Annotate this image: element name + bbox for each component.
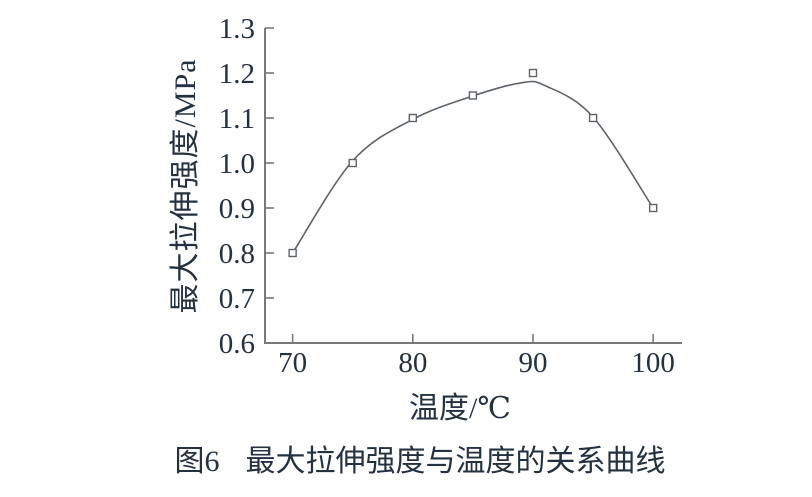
data-points	[288, 68, 658, 258]
data-point-marker	[288, 248, 297, 258]
data-point-marker	[468, 91, 478, 100]
data-point-marker	[348, 158, 357, 168]
axes	[264, 28, 682, 344]
tick-labels: 0.6 0.7 0.8 0.9 1.0 1.1 1.2 1.3 70 80 90 100	[219, 13, 675, 379]
y-tick-label: 0.6	[219, 328, 255, 360]
y-tick-label: 1.3	[219, 13, 255, 45]
y-tick-label: 0.9	[219, 193, 255, 225]
figure-caption-title: 最大拉伸强度与温度的关系曲线	[245, 445, 666, 478]
y-tick-label: 1.2	[219, 58, 255, 90]
curve-path	[291, 80, 654, 254]
data-point-marker	[588, 113, 598, 123]
x-tick-label: 80	[398, 347, 427, 379]
y-tick-label: 1.1	[219, 103, 255, 135]
y-tick-label: 1.0	[219, 148, 255, 180]
y-axis-title: 最大拉伸强度/MPa	[169, 58, 202, 314]
y-tick-label: 0.8	[219, 238, 255, 270]
x-axis-title: 温度/℃	[409, 392, 511, 425]
y-tick-label: 0.7	[219, 283, 255, 315]
data-point-marker	[408, 113, 418, 123]
x-tick-label: 90	[518, 347, 547, 379]
data-point-marker	[648, 203, 658, 213]
fitted-curve	[291, 80, 654, 254]
x-tick-label: 100	[631, 347, 675, 379]
figure-caption: 图6 最大拉伸强度与温度的关系曲线	[175, 436, 666, 480]
axis-ticks	[265, 27, 654, 344]
figure-caption-number: 图6	[174, 445, 220, 478]
x-tick-label: 70	[278, 347, 307, 379]
axis-frame	[264, 28, 682, 344]
data-point-marker	[528, 68, 538, 78]
